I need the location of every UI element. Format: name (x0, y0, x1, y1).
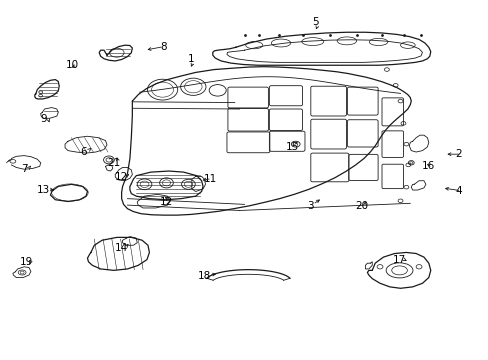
Text: 11: 11 (203, 174, 217, 184)
Text: 12: 12 (115, 172, 128, 182)
Text: 5: 5 (311, 17, 318, 27)
Text: 8: 8 (161, 42, 167, 52)
Text: 15: 15 (285, 142, 298, 152)
Text: 10: 10 (66, 60, 79, 70)
Text: 17: 17 (392, 255, 406, 265)
Text: 13: 13 (37, 185, 50, 195)
Text: 21: 21 (107, 158, 120, 168)
Text: 14: 14 (115, 243, 128, 253)
Text: 7: 7 (21, 164, 27, 174)
Text: 16: 16 (421, 161, 434, 171)
Text: 6: 6 (80, 147, 87, 157)
Text: 3: 3 (306, 201, 313, 211)
Text: 4: 4 (455, 186, 462, 197)
Text: 12: 12 (160, 197, 173, 207)
Text: 19: 19 (20, 257, 33, 267)
Text: 1: 1 (187, 54, 194, 64)
Text: 9: 9 (40, 114, 47, 124)
Text: 2: 2 (455, 149, 462, 159)
Text: 20: 20 (354, 201, 367, 211)
Text: 18: 18 (198, 271, 211, 281)
